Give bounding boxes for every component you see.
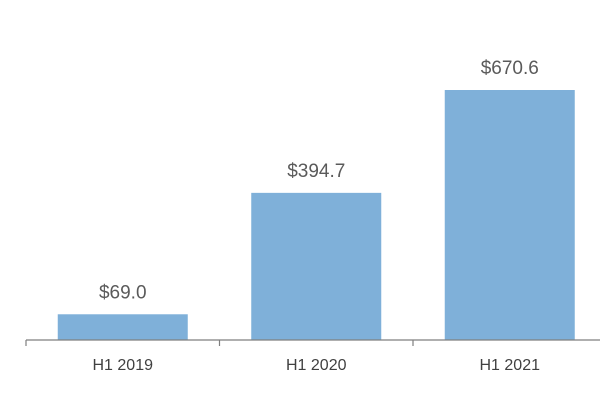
bar-h1-2019	[57, 314, 188, 340]
data-label-h1-2019: $69.0	[99, 282, 147, 303]
bar-h1-2021	[444, 90, 575, 340]
x-tick-label-h1-2019: H1 2019	[93, 357, 154, 374]
data-labels-group: $69.0 $394.7 $670.6	[99, 58, 539, 303]
x-tick-label-h1-2021: H1 2021	[480, 357, 541, 374]
bars-group	[57, 90, 575, 340]
bar-h1-2020	[251, 192, 382, 340]
data-label-h1-2020: $394.7	[287, 161, 345, 182]
x-axis: H1 2019 H1 2020 H1 2021	[25, 339, 600, 374]
data-label-h1-2021: $670.6	[481, 58, 539, 79]
x-tick-label-h1-2020: H1 2020	[286, 357, 347, 374]
